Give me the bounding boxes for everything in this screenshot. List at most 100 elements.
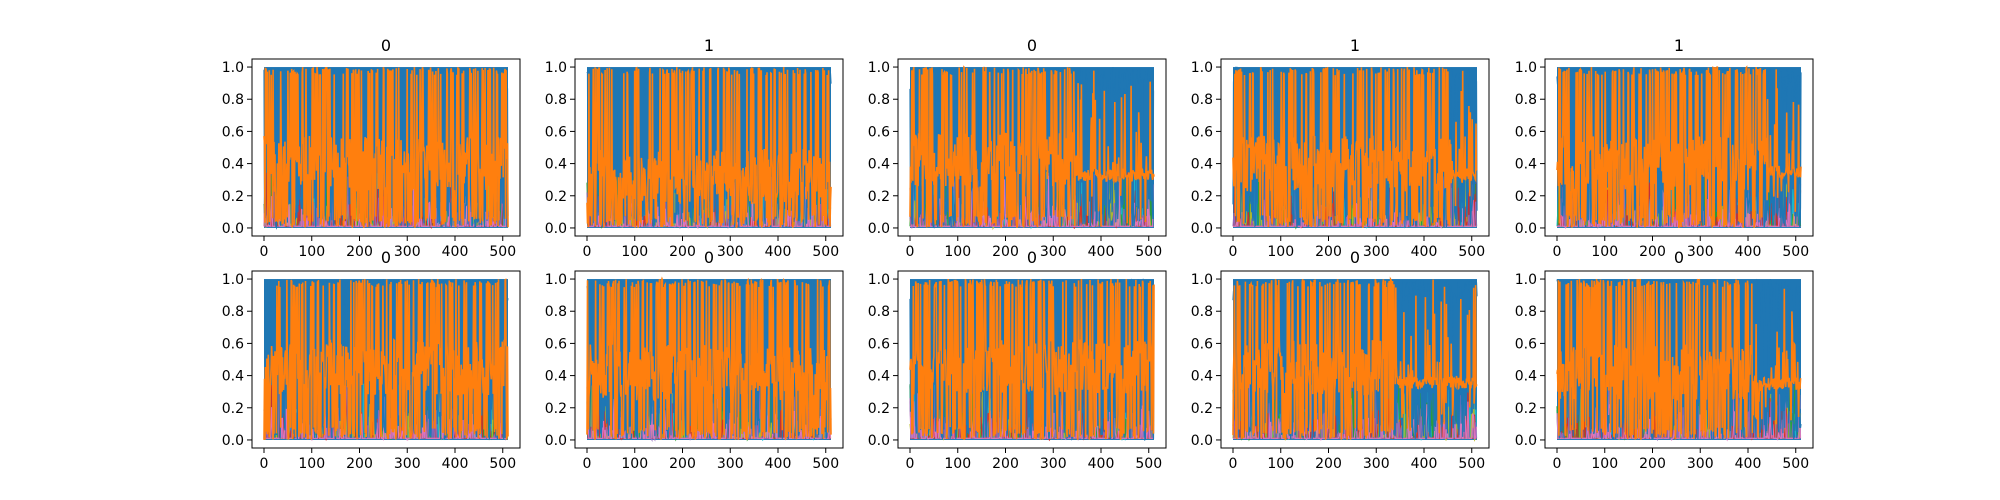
plot-area <box>909 65 1155 231</box>
x-tick-label: 200 <box>1639 456 1666 472</box>
y-tick-label: 0.8 <box>545 304 567 320</box>
subplot-title: 0 <box>381 36 391 55</box>
y-tick-label: 0.8 <box>545 92 567 108</box>
y-tick-label: 0.6 <box>1515 124 1537 140</box>
subplot-0: 0 100 200 300 400 500 0.0 0.2 0.4 0.6 0.8 1.0 0 <box>222 36 521 260</box>
y-tick-label: 0.6 <box>222 124 244 140</box>
y-tick-label: 0.6 <box>545 124 567 140</box>
y-tick-label: 0.4 <box>1515 369 1537 385</box>
y-tick-label: 0.0 <box>868 433 890 449</box>
axes-frame <box>574 58 844 237</box>
x-tick-label: 200 <box>346 244 373 260</box>
axes-frame <box>1220 270 1490 449</box>
y-tick-label: 0.8 <box>222 92 244 108</box>
y-tick-label: 1.0 <box>1191 60 1213 76</box>
axes-frame <box>897 58 1167 237</box>
series-1-line <box>263 278 509 440</box>
axes-frame <box>1544 270 1814 449</box>
y-tick-label: 1.0 <box>545 60 567 76</box>
y-tick-label: 0.0 <box>1515 221 1537 237</box>
x-tick-label: 200 <box>346 456 373 472</box>
subplot-5: 0 100 200 300 400 500 0.0 0.2 0.4 0.6 0.8 1.0 0 <box>222 248 521 472</box>
y-tick-label: 0.0 <box>222 433 244 449</box>
x-tick-label: 300 <box>394 456 421 472</box>
x-tick-label: 100 <box>298 244 325 260</box>
x-tick-label: 400 <box>1088 456 1115 472</box>
x-tick-label: 500 <box>1782 456 1809 472</box>
x-tick-label: 300 <box>1040 244 1067 260</box>
subplot-title: 0 <box>704 248 714 267</box>
y-tick-label: 0.0 <box>1515 433 1537 449</box>
y-tick-label: 0.2 <box>545 189 567 205</box>
series-1-line <box>1556 278 1802 440</box>
series-7-line <box>1556 383 1802 442</box>
y-tick-label: 1.0 <box>1191 272 1213 288</box>
y-tick-label: 0.6 <box>868 336 890 352</box>
x-tick-label: 100 <box>621 456 648 472</box>
y-tick-label: 1.0 <box>545 272 567 288</box>
x-tick-label: 100 <box>1267 456 1294 472</box>
plot-area <box>1232 66 1478 230</box>
y-tick-label: 0.2 <box>222 401 244 417</box>
x-tick-label: 300 <box>1040 456 1067 472</box>
x-tick-label: 100 <box>1267 244 1294 260</box>
x-tick-label: 300 <box>717 244 744 260</box>
subplot-6: 0 100 200 300 400 500 0.0 0.2 0.4 0.6 0.8 1.0 0 <box>545 248 844 472</box>
plot-area <box>586 276 832 443</box>
y-tick-label: 0.4 <box>222 369 244 385</box>
plot-area <box>263 278 509 442</box>
x-tick-label: 0 <box>260 456 269 472</box>
x-tick-label: 500 <box>489 456 516 472</box>
y-tick-label: 0.2 <box>868 401 890 417</box>
subplot-title: 0 <box>381 248 391 267</box>
x-tick-label: 0 <box>1553 456 1562 472</box>
subplot-1: 0 100 200 300 400 500 0.0 0.2 0.4 0.6 0.8 1.0 1 <box>545 36 844 260</box>
y-tick-label: 0.4 <box>868 157 890 173</box>
x-tick-label: 500 <box>489 244 516 260</box>
y-tick-label: 0.0 <box>545 433 567 449</box>
x-tick-label: 300 <box>1687 456 1714 472</box>
x-tick-label: 200 <box>992 456 1019 472</box>
y-tick-label: 0.0 <box>1191 433 1213 449</box>
series-1-line <box>263 66 509 228</box>
x-tick-label: 500 <box>1782 244 1809 260</box>
x-tick-label: 200 <box>992 244 1019 260</box>
x-tick-label: 200 <box>669 456 696 472</box>
x-tick-label: 500 <box>812 456 839 472</box>
series-1-line <box>909 278 1155 440</box>
y-tick-label: 0.6 <box>1191 124 1213 140</box>
series-1-line <box>1232 67 1478 228</box>
x-tick-label: 400 <box>1411 456 1438 472</box>
subplot-2: 0 100 200 300 400 500 0.0 0.2 0.4 0.6 0.8 1.0 0 <box>868 36 1167 260</box>
x-tick-label: 300 <box>394 244 421 260</box>
x-tick-label: 400 <box>1411 244 1438 260</box>
y-tick-label: 0.8 <box>1191 304 1213 320</box>
y-tick-label: 0.8 <box>1191 92 1213 108</box>
x-tick-label: 400 <box>442 244 469 260</box>
x-tick-label: 500 <box>1135 244 1162 260</box>
x-tick-label: 0 <box>260 244 269 260</box>
y-tick-label: 1.0 <box>868 272 890 288</box>
y-tick-label: 1.0 <box>868 60 890 76</box>
plot-area <box>1556 65 1802 229</box>
x-tick-label: 400 <box>765 244 792 260</box>
x-tick-label: 400 <box>1088 244 1115 260</box>
plot-area <box>586 66 832 230</box>
subplot-title: 0 <box>1674 248 1684 267</box>
axes-frame <box>251 270 521 449</box>
y-tick-label: 0.4 <box>545 157 567 173</box>
y-tick-label: 0.6 <box>868 124 890 140</box>
x-tick-label: 100 <box>1591 456 1618 472</box>
subplot-8: 0 100 200 300 400 500 0.0 0.2 0.4 0.6 0.8 1.0 0 <box>1191 248 1490 472</box>
x-tick-label: 200 <box>1639 244 1666 260</box>
x-tick-label: 0 <box>583 456 592 472</box>
x-tick-label: 300 <box>1363 456 1390 472</box>
x-tick-label: 0 <box>906 244 915 260</box>
x-tick-label: 0 <box>583 244 592 260</box>
y-tick-label: 0.4 <box>1191 369 1213 385</box>
x-tick-label: 500 <box>812 244 839 260</box>
plot-area <box>263 66 509 230</box>
axes-frame <box>251 58 521 237</box>
y-tick-label: 0.2 <box>1515 189 1537 205</box>
series-1-line <box>1556 65 1802 228</box>
